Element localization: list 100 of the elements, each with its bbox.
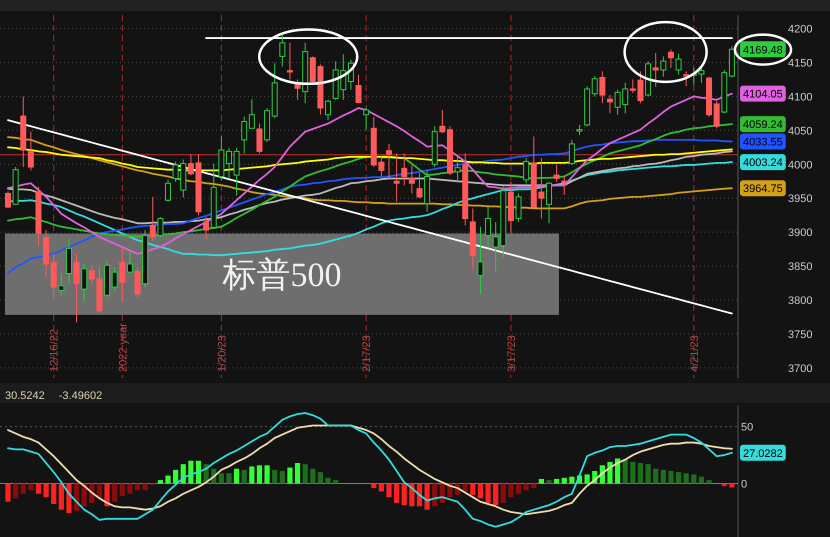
bar bbox=[470, 484, 476, 495]
bar bbox=[531, 484, 536, 488]
bar bbox=[402, 484, 407, 506]
text: -3.49602 bbox=[58, 390, 102, 402]
bar bbox=[478, 484, 484, 498]
candlestick bbox=[454, 156, 461, 184]
y-tick-label: 4150 bbox=[788, 57, 812, 70]
candlestick bbox=[485, 204, 492, 248]
x-tick-label: 4/21/23 bbox=[688, 335, 701, 372]
bar bbox=[729, 484, 735, 488]
candlestick bbox=[157, 216, 164, 238]
line-series bbox=[7, 150, 733, 224]
candlestick bbox=[386, 143, 392, 180]
y-tick-label: 3700 bbox=[788, 362, 812, 375]
data-label: 4104.05 bbox=[743, 88, 783, 101]
bar bbox=[554, 478, 560, 484]
text: 标普500 bbox=[221, 256, 342, 294]
candlestick bbox=[325, 99, 332, 121]
candlestick bbox=[356, 74, 362, 104]
candlestick bbox=[286, 42, 293, 80]
bar bbox=[333, 480, 338, 484]
bar bbox=[394, 484, 400, 503]
bar bbox=[142, 484, 148, 490]
bar bbox=[218, 473, 224, 484]
bar bbox=[287, 468, 293, 484]
y-tick-label: 3800 bbox=[788, 294, 812, 307]
candlestick bbox=[652, 52, 659, 88]
candlestick bbox=[165, 179, 172, 202]
candlestick bbox=[5, 190, 11, 209]
data-label: 27.0282 bbox=[743, 448, 783, 460]
bar bbox=[660, 470, 666, 484]
candlestick bbox=[606, 94, 613, 114]
x-tick-label: 1/20/23 bbox=[216, 335, 228, 372]
candlestick bbox=[279, 32, 286, 68]
bar bbox=[691, 474, 696, 484]
candlestick bbox=[401, 152, 408, 186]
bar bbox=[158, 480, 163, 484]
x-tick-label: 2022 year bbox=[117, 322, 130, 372]
candlestick bbox=[150, 196, 156, 241]
data-label: 4059.24 bbox=[743, 119, 783, 132]
data-label: 4003.24 bbox=[743, 157, 783, 170]
bar bbox=[165, 476, 171, 484]
candlestick bbox=[58, 273, 64, 296]
candlestick bbox=[676, 53, 682, 76]
ref-line-label: 0 bbox=[741, 478, 748, 491]
bar bbox=[318, 472, 324, 484]
bar bbox=[13, 484, 18, 498]
candlestick bbox=[248, 98, 255, 129]
bar bbox=[668, 471, 674, 484]
bar bbox=[698, 476, 704, 484]
bar bbox=[325, 478, 331, 484]
bar bbox=[622, 460, 628, 484]
candlestick bbox=[81, 264, 88, 302]
candlestick bbox=[241, 116, 248, 154]
candlestick bbox=[568, 139, 575, 166]
candlestick bbox=[408, 164, 415, 194]
bar bbox=[638, 463, 644, 484]
text: 4169.48 bbox=[743, 44, 783, 56]
text: 30.5242 bbox=[5, 390, 45, 402]
bar bbox=[706, 480, 712, 484]
candlestick bbox=[363, 107, 370, 130]
bar bbox=[294, 463, 300, 484]
y-tick-label: 3950 bbox=[788, 193, 812, 206]
candlestick bbox=[126, 250, 133, 274]
candlestick bbox=[523, 158, 530, 184]
bar bbox=[653, 468, 658, 484]
candlestick bbox=[492, 221, 499, 273]
y-tick-label: 3850 bbox=[788, 261, 812, 274]
y-tick-label: 4100 bbox=[788, 91, 812, 104]
bar bbox=[5, 484, 11, 502]
candlestick bbox=[516, 192, 522, 222]
bar bbox=[82, 484, 87, 506]
bar bbox=[386, 484, 392, 498]
bar bbox=[584, 474, 590, 484]
line-series bbox=[7, 119, 733, 314]
candlestick bbox=[668, 49, 674, 68]
bar bbox=[264, 465, 270, 484]
bar bbox=[485, 484, 491, 503]
bar bbox=[645, 464, 651, 484]
bar bbox=[173, 470, 178, 484]
bar bbox=[432, 484, 438, 506]
candlestick bbox=[576, 124, 583, 136]
candlestick bbox=[477, 226, 484, 294]
bar bbox=[562, 478, 567, 484]
bar bbox=[28, 484, 34, 490]
bar bbox=[58, 484, 64, 510]
data-label: 3964.75 bbox=[743, 183, 783, 196]
bar bbox=[508, 484, 514, 498]
bar bbox=[127, 484, 133, 494]
bar bbox=[371, 484, 376, 488]
candlestick bbox=[134, 266, 141, 298]
bar bbox=[310, 468, 316, 484]
bar bbox=[226, 473, 232, 484]
bar bbox=[134, 484, 140, 490]
bar bbox=[272, 470, 278, 484]
candlestick bbox=[599, 70, 606, 104]
y-tick-label: 3900 bbox=[788, 227, 812, 240]
bar bbox=[516, 484, 522, 494]
bar bbox=[569, 476, 574, 484]
candlestick bbox=[561, 176, 568, 196]
